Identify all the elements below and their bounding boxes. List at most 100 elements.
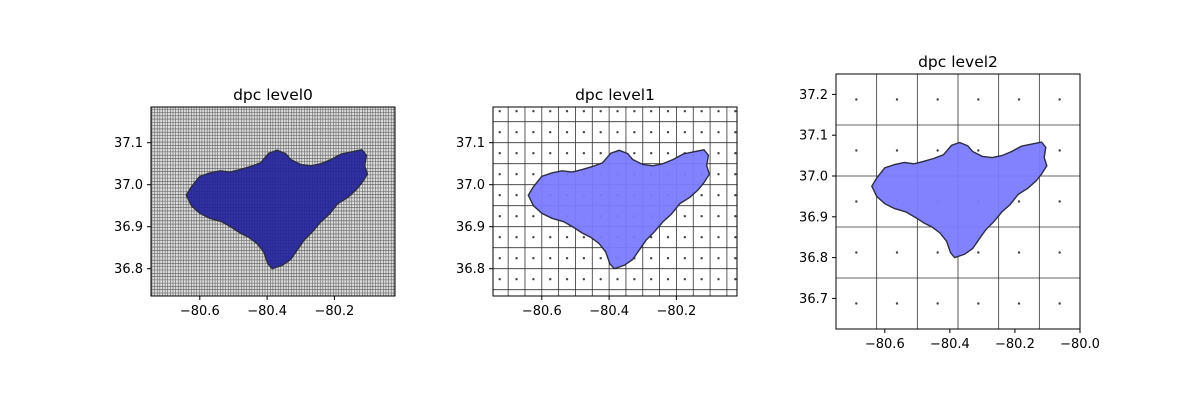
cell-center-point — [515, 131, 518, 134]
cell-center-point — [515, 110, 518, 113]
cell-center-point — [700, 236, 703, 239]
cell-center-point — [549, 278, 552, 281]
cell-center-point — [683, 110, 687, 113]
cell-center-point — [977, 149, 980, 152]
cell-center-point — [1058, 251, 1061, 254]
cell-center-point — [734, 173, 737, 176]
cell-center-point — [700, 278, 703, 281]
cell-center-point — [498, 215, 501, 218]
cell-center-point — [565, 131, 569, 134]
cell-center-point — [683, 236, 687, 239]
cell-center-point — [700, 257, 703, 260]
cell-center-point — [498, 110, 501, 113]
cell-center-point — [734, 131, 737, 134]
cell-center-point — [498, 173, 501, 176]
cell-center-point — [700, 110, 703, 113]
cell-center-point — [616, 110, 619, 113]
cell-center-point — [717, 131, 720, 134]
cell-center-point — [549, 131, 552, 134]
basin-polygon — [871, 141, 1048, 259]
cell-center-point — [649, 257, 653, 260]
cell-center-point — [734, 110, 737, 113]
cell-center-point — [532, 278, 535, 281]
y-tick-label: 37.2 — [799, 88, 828, 103]
cell-center-point — [599, 110, 602, 113]
cell-center-point — [565, 278, 569, 281]
cell-center-point — [717, 194, 720, 197]
cell-center-point — [734, 194, 737, 197]
basin-polygon — [185, 149, 369, 270]
cell-center-point — [666, 152, 670, 155]
cell-center-point — [717, 110, 720, 113]
cell-center-point — [599, 152, 602, 155]
subplot-title: dpc level0 — [233, 86, 313, 104]
cell-center-point — [855, 251, 858, 254]
cell-center-point — [977, 302, 980, 305]
cell-center-point — [599, 257, 602, 260]
cell-center-point — [633, 152, 636, 155]
y-tick-label: 37.0 — [114, 178, 143, 193]
cell-center-point — [717, 236, 720, 239]
cell-center-point — [717, 173, 720, 176]
cell-center-point — [734, 236, 737, 239]
cell-center-point — [515, 215, 518, 218]
cell-center-point — [683, 257, 687, 260]
cell-center-point — [1058, 149, 1061, 152]
cell-center-point — [633, 278, 636, 281]
x-tick-label: −80.2 — [314, 304, 354, 319]
cell-center-point — [855, 98, 858, 101]
cell-center-point — [532, 215, 535, 218]
cell-center-point — [616, 278, 619, 281]
cell-center-point — [532, 152, 535, 155]
cell-center-point — [936, 149, 939, 152]
basin-polygon — [527, 149, 711, 270]
cell-center-point — [532, 173, 535, 176]
cell-center-point — [549, 152, 552, 155]
cell-center-point — [498, 257, 501, 260]
x-tick-label: −80.4 — [247, 304, 287, 319]
y-tick-label: 37.1 — [456, 136, 485, 151]
cell-center-point — [666, 110, 670, 113]
cell-center-point — [1017, 98, 1021, 101]
plot-area — [151, 107, 395, 296]
y-tick-label: 37.0 — [456, 178, 485, 193]
cell-center-point — [683, 278, 687, 281]
cell-center-point — [582, 131, 586, 134]
cell-center-point — [700, 131, 703, 134]
cell-center-point — [498, 236, 501, 239]
cell-center-point — [649, 152, 653, 155]
cell-center-point — [734, 152, 737, 155]
cell-center-point — [717, 152, 720, 155]
y-tick-label: 36.8 — [456, 262, 485, 277]
x-tick-label: −80.4 — [930, 337, 970, 352]
cell-center-point — [565, 257, 569, 260]
cell-center-point — [717, 278, 720, 281]
y-tick-label: 36.9 — [456, 220, 485, 235]
x-tick-label: −80.6 — [180, 304, 220, 319]
cell-center-point — [936, 302, 939, 305]
y-tick-label: 36.8 — [114, 262, 143, 277]
cell-center-point — [582, 278, 586, 281]
cell-center-point — [582, 257, 586, 260]
cell-center-point — [977, 98, 980, 101]
cell-center-point — [515, 194, 518, 197]
y-tick-label: 36.9 — [114, 220, 143, 235]
subplot-title: dpc level2 — [918, 53, 998, 71]
cell-center-point — [498, 131, 501, 134]
cell-center-point — [649, 110, 653, 113]
cell-center-point — [1058, 302, 1061, 305]
cell-center-point — [515, 257, 518, 260]
cell-center-point — [582, 152, 586, 155]
cell-center-point — [515, 152, 518, 155]
cell-center-point — [1058, 98, 1061, 101]
cell-center-point — [1017, 302, 1021, 305]
cell-center-point — [1017, 200, 1021, 203]
cell-center-point — [666, 278, 670, 281]
cell-center-point — [855, 149, 858, 152]
y-tick-label: 36.9 — [799, 210, 828, 225]
cell-center-point — [895, 302, 899, 305]
cell-center-point — [582, 236, 586, 239]
cell-center-point — [855, 302, 858, 305]
cell-center-point — [895, 251, 899, 254]
cell-center-point — [717, 215, 720, 218]
